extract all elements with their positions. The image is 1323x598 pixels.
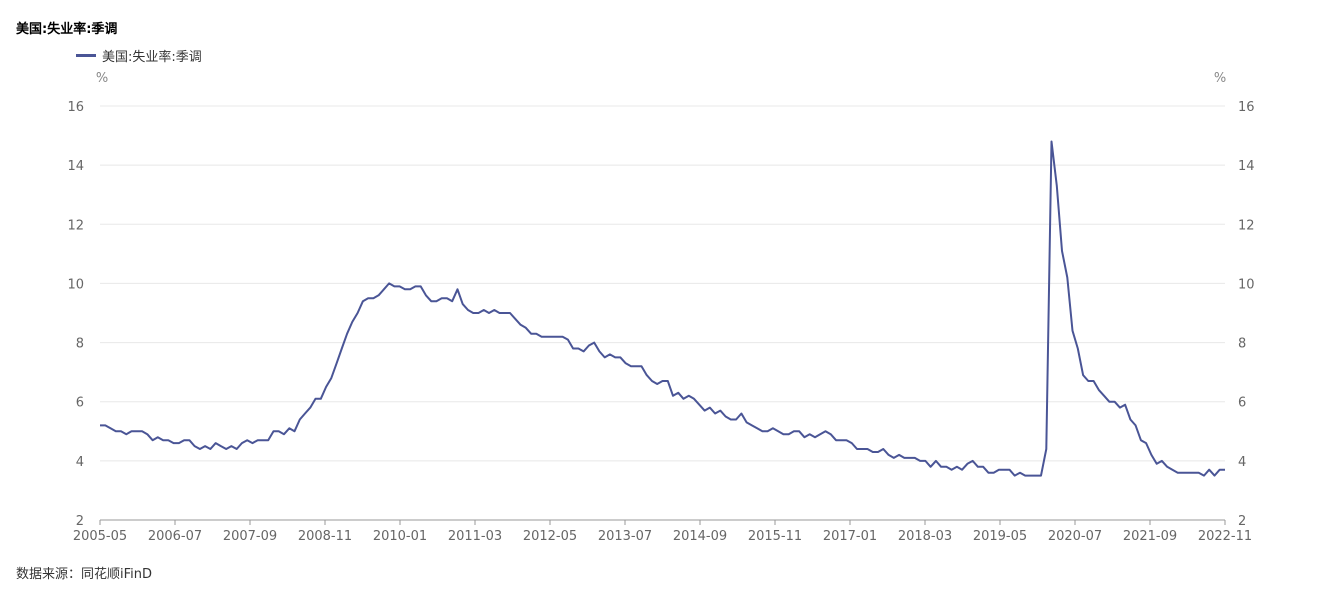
legend-label: 美国:失业率:季调 (102, 50, 202, 65)
series-line-0[interactable] (100, 140, 1225, 477)
legend[interactable]: 美国:失业率:季调 (76, 46, 202, 65)
x-tick-label: 2018-03 (898, 529, 952, 544)
y-tick-label-left: 2 (76, 514, 84, 529)
y-tick-label-left: 8 (76, 337, 84, 352)
y-tick-label-right: 14 (1238, 159, 1255, 174)
y-tick-label-left: 10 (67, 277, 84, 292)
x-tick-label: 2012-05 (523, 529, 577, 544)
x-tick-label: 2010-01 (373, 529, 427, 544)
x-tick-label: 2008-11 (298, 529, 352, 544)
x-tick-label: 2013-07 (598, 529, 652, 544)
y-tick-label-left: 16 (67, 100, 84, 115)
x-tick-label: 2020-07 (1048, 529, 1102, 544)
y-tick-label-left: 6 (76, 396, 84, 411)
x-tick-label: 2022-11 (1198, 529, 1252, 544)
x-axis: 2005-05 2006-07 2007-09 2008-11 2010-01 2011-… (73, 519, 1252, 544)
x-tick-label: 2006-07 (148, 529, 202, 544)
y-tick-label-right: 2 (1238, 514, 1246, 529)
legend-swatch (76, 54, 96, 57)
y-unit-left: % (96, 71, 108, 86)
y-axis-left: 2 4 6 8 10 12 14 16% (67, 71, 108, 529)
y-axis-right: 2 4 6 8 10 12 14 16% (1214, 71, 1255, 529)
x-tick-label: 2007-09 (223, 529, 277, 544)
y-tick-label-right: 4 (1238, 455, 1246, 470)
series-group (100, 140, 1225, 477)
y-tick-label-right: 8 (1238, 337, 1246, 352)
grid-lines (100, 105, 1225, 462)
x-tick-label: 2017-01 (823, 529, 877, 544)
y-tick-label-right: 16 (1238, 100, 1255, 115)
y-unit-right: % (1214, 71, 1226, 86)
y-tick-label-right: 10 (1238, 277, 1255, 292)
y-tick-label-left: 12 (67, 218, 84, 233)
data-source: 数据来源：同花顺iFinD (16, 567, 153, 582)
y-tick-label-right: 12 (1238, 218, 1255, 233)
y-tick-label-right: 6 (1238, 396, 1246, 411)
y-tick-label-left: 4 (76, 455, 84, 470)
chart-title: 美国:失业率:季调 (16, 22, 118, 37)
x-tick-label: 2021-09 (1123, 529, 1177, 544)
x-tick-label: 2015-11 (748, 529, 802, 544)
x-tick-label: 2005-05 (73, 529, 127, 544)
x-tick-label: 2014-09 (673, 529, 727, 544)
y-tick-label-left: 14 (67, 159, 84, 174)
x-tick-label: 2019-05 (973, 529, 1027, 544)
x-tick-label: 2011-03 (448, 529, 502, 544)
